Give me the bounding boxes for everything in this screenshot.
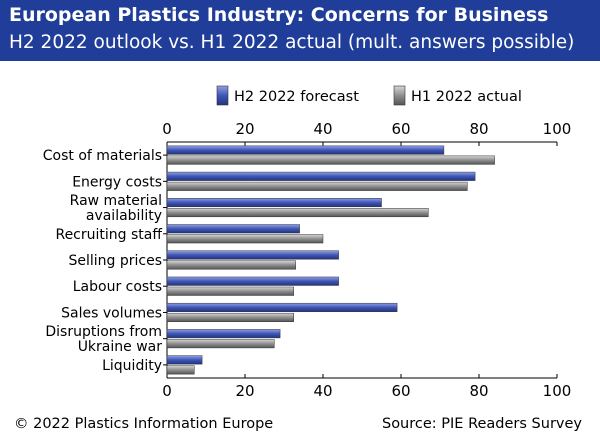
bar-h2-forecast: [166, 302, 398, 312]
bar-h1-actual: [166, 234, 324, 244]
category-label: Recruiting staff: [55, 227, 162, 243]
category-label: Liquidity: [102, 358, 162, 374]
category-label: Sales volumes: [61, 305, 162, 321]
category-label: Energy costs: [72, 174, 162, 190]
category-label: Cost of materials: [43, 148, 162, 164]
legend-swatch-2: [393, 85, 406, 106]
chart-bars: [166, 145, 495, 375]
bar-h2-forecast: [166, 329, 281, 339]
category-label: Labour costs: [73, 279, 162, 295]
bar-h1-actual: [166, 260, 296, 270]
bar-h2-forecast: [166, 145, 445, 155]
chart-axes: 0 0 20 20 40 40 60 60 80 80 100 100: [162, 120, 571, 400]
bar-h1-actual: [166, 312, 294, 322]
bottom-tick-label: 20: [235, 382, 254, 400]
copyright-text: © 2022 Plastics Information Europe: [14, 416, 274, 432]
legend-swatch-1: [216, 85, 229, 106]
bar-h2-forecast: [166, 224, 300, 234]
legend-label-1: H2 2022 forecast: [234, 89, 359, 105]
category-label: Selling prices: [68, 253, 162, 269]
bottom-tick-label: 80: [469, 382, 488, 400]
bar-h2-forecast: [166, 276, 339, 286]
top-tick-label: 100: [543, 120, 572, 138]
category-label: Disruptions from: [45, 324, 162, 340]
bottom-tick-label: 60: [391, 382, 410, 400]
source-text: Source: PIE Readers Survey: [381, 416, 582, 432]
bar-h2-forecast: [166, 198, 382, 208]
legend-label-2: H1 2022 actual: [411, 89, 522, 105]
bar-h1-actual: [166, 181, 468, 191]
top-tick-label: 60: [391, 120, 410, 138]
chart-legend: H2 2022 forecast H1 2022 actual: [216, 85, 522, 106]
category-label: Ukraine war: [78, 339, 163, 355]
top-tick-label: 20: [235, 120, 254, 138]
bar-h1-actual: [166, 155, 495, 165]
bar-h2-forecast: [166, 355, 203, 365]
category-label: Raw material: [70, 193, 162, 209]
bottom-tick-label: 0: [162, 382, 172, 400]
top-tick-label: 40: [313, 120, 332, 138]
bottom-tick-label: 40: [313, 382, 332, 400]
bar-h1-actual: [166, 286, 294, 296]
top-tick-label: 0: [162, 120, 172, 138]
bottom-tick-label: 100: [543, 382, 572, 400]
bar-h2-forecast: [166, 171, 476, 181]
category-labels: Cost of materials Energy costs Raw materia…: [43, 148, 163, 374]
top-tick-label: 80: [469, 120, 488, 138]
bar-h1-actual: [166, 365, 195, 375]
bar-chart: H2 2022 forecast H1 2022 actual 0 0 20 20 40 4…: [43, 85, 571, 400]
category-label: availability: [86, 208, 162, 224]
bar-h2-forecast: [166, 250, 339, 260]
bar-h1-actual: [166, 339, 275, 349]
header-banner: European Plastics Industry: Concerns for…: [0, 0, 600, 61]
bar-h1-actual: [166, 208, 429, 218]
chart-title: European Plastics Industry: Concerns for…: [9, 4, 549, 26]
chart-subtitle: H2 2022 outlook vs. H1 2022 actual (mult…: [9, 32, 575, 53]
